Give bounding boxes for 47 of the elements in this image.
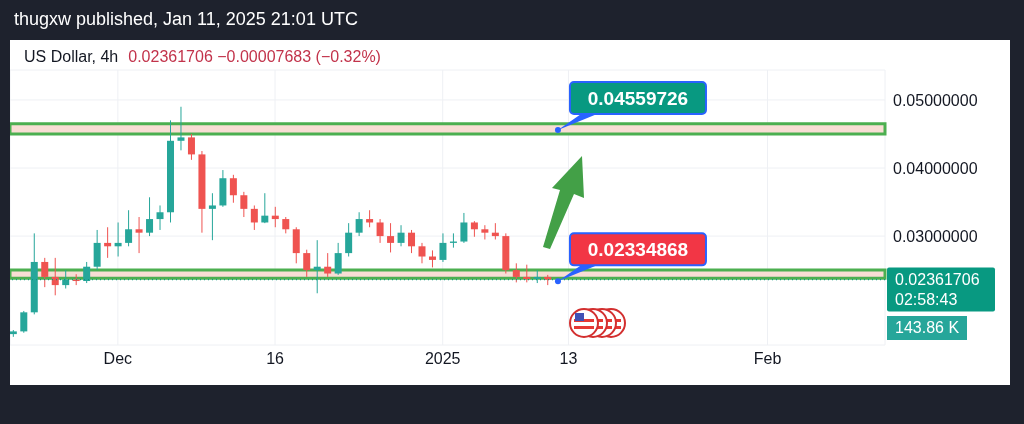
candlestick bbox=[240, 191, 248, 218]
candlestick bbox=[146, 196, 154, 237]
candlestick bbox=[345, 222, 353, 258]
y-tick-label: 0.04000000 bbox=[893, 159, 978, 177]
x-tick-label: 13 bbox=[559, 350, 578, 368]
candlestick bbox=[397, 224, 405, 247]
candlestick bbox=[41, 257, 49, 288]
candlestick bbox=[229, 174, 237, 204]
candlestick bbox=[460, 212, 468, 244]
text: 02:58:43 bbox=[895, 290, 958, 308]
candlestick bbox=[187, 133, 195, 161]
candlestick bbox=[292, 226, 300, 264]
y-tick-label: 0.03000000 bbox=[893, 227, 978, 245]
candlestick bbox=[156, 204, 164, 231]
candlestick bbox=[355, 211, 363, 237]
candlestick bbox=[208, 192, 216, 241]
chart-subtitle: 0.02361706 −0.00007683 (−0.32%) bbox=[128, 48, 381, 65]
x-tick-label: 2025 bbox=[424, 350, 461, 368]
candlestick bbox=[324, 252, 332, 278]
x-tick-label: Feb bbox=[753, 350, 782, 368]
candlestick bbox=[135, 216, 143, 254]
chart-title: US Dollar, 4h bbox=[24, 48, 119, 65]
candlestick bbox=[125, 209, 133, 247]
y-tick-label: 0.05000000 bbox=[893, 91, 978, 109]
text: thugxw published, Jan 11, 2025 21:01 UTC bbox=[14, 9, 358, 30]
candlestick bbox=[250, 204, 258, 231]
candlestick bbox=[387, 222, 395, 253]
candlestick bbox=[303, 249, 311, 278]
candlestick bbox=[83, 261, 91, 284]
annotation: 0.02334868 bbox=[587, 239, 689, 261]
candlestick bbox=[408, 229, 416, 254]
candlestick bbox=[376, 218, 384, 244]
candlestick bbox=[93, 229, 101, 271]
ref-line-label: 0.02361706 bbox=[895, 270, 980, 288]
candlestick bbox=[418, 242, 426, 264]
candlestick bbox=[481, 224, 489, 240]
candlestick bbox=[20, 310, 28, 334]
annotation: 0.04559726 bbox=[587, 87, 689, 109]
candlestick bbox=[62, 269, 70, 289]
candlestick bbox=[439, 232, 447, 263]
candlestick bbox=[334, 242, 342, 276]
x-tick-label: 16 bbox=[266, 350, 285, 368]
candlestick bbox=[177, 106, 185, 151]
x-tick-label: Dec bbox=[103, 350, 133, 368]
candlestick bbox=[51, 257, 59, 296]
text: 143.86 K bbox=[887, 316, 968, 340]
candlestick bbox=[512, 262, 520, 283]
